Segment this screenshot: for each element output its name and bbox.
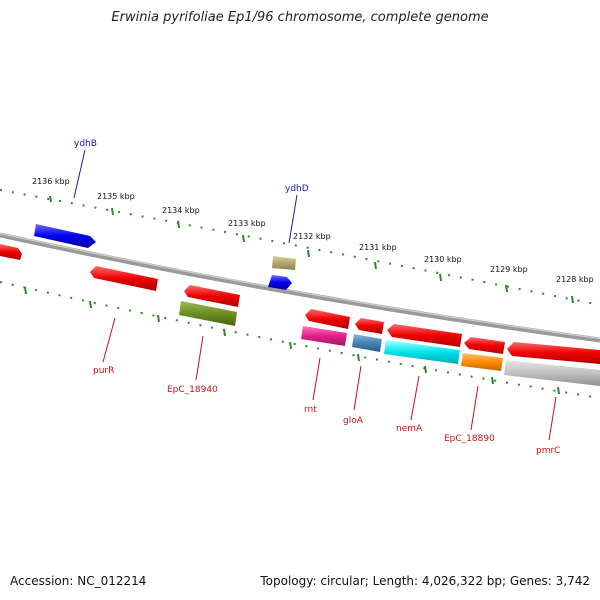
major-tick [111, 207, 114, 216]
gene-nemA[interactable] [384, 340, 460, 364]
label-EpC_18890: EpC_18890 [444, 434, 495, 444]
gene-EpC_18940[interactable] [179, 301, 237, 326]
scale-label: 2134 kbp [162, 206, 200, 215]
major-tick [89, 300, 92, 309]
map-title: Erwinia pyrifoliae Ep1/96 chromosome, co… [111, 10, 489, 25]
gene-ydhD[interactable] [272, 256, 296, 270]
major-tick [557, 386, 560, 395]
leader-nemA [410, 375, 420, 421]
gene-red-mid[interactable] [184, 285, 240, 307]
gene-pmrC[interactable] [504, 360, 600, 386]
major-tick [157, 314, 160, 323]
scale-label: 2128 kbp [556, 275, 594, 284]
leader-ydhB [73, 149, 86, 199]
scale-label: 2131 kbp [359, 243, 397, 252]
gene-gloA[interactable] [352, 334, 382, 352]
bottom-leaders [102, 317, 557, 441]
leader-EpC_18890 [470, 385, 479, 431]
upper-tick-track [0, 189, 600, 306]
major-tick [357, 353, 360, 362]
genome-summary: Topology: circular; Length: 4,026,322 bp… [260, 574, 590, 588]
major-tick [223, 328, 226, 337]
bottom-gene-labels: purR EpC_18940 rnt gloA nemA EpC_18890 p… [93, 366, 560, 456]
forward-genes [34, 224, 296, 270]
major-tick [424, 365, 427, 374]
label-EpC_18940: EpC_18940 [167, 385, 218, 395]
accession-label: Accession: NC_012214 [10, 574, 147, 588]
gene-red-EpC_18890[interactable] [464, 337, 505, 354]
scale-labels: 2136 kbp 2135 kbp 2134 kbp 2133 kbp 2132… [32, 177, 594, 284]
scale-label: 2133 kbp [228, 219, 266, 228]
label-ydhB: ydhB [74, 139, 97, 149]
chromosome-backbone [0, 232, 600, 343]
major-tick [289, 341, 292, 350]
gene-EpC_18890[interactable] [461, 353, 503, 371]
major-tick [505, 284, 508, 293]
major-tick [491, 376, 494, 385]
scale-label: 2136 kbp [32, 177, 70, 186]
leader-EpC_18940 [195, 335, 204, 381]
gene-ydhB[interactable] [34, 224, 96, 248]
leader-rnt [312, 357, 321, 401]
major-tick [374, 261, 377, 270]
label-pmrC: pmrC [536, 446, 560, 456]
gene-red-nemA[interactable] [387, 324, 462, 347]
major-tick [177, 220, 180, 229]
leader-pmrC [548, 396, 557, 441]
scale-label: 2135 kbp [97, 192, 135, 201]
leader-ydhD [288, 194, 298, 244]
label-purR: purR [93, 366, 114, 376]
leader-purR [102, 317, 116, 363]
reverse-genes [0, 244, 600, 386]
scale-label: 2132 kbp [293, 232, 331, 241]
gene-left-edge[interactable] [0, 244, 22, 260]
gene-red-gloA[interactable] [355, 318, 384, 334]
leader-gloA [353, 365, 362, 411]
major-tick [571, 295, 574, 304]
label-nemA: nemA [396, 424, 423, 434]
label-rnt: rnt [304, 405, 317, 415]
scale-label: 2130 kbp [424, 255, 462, 264]
major-tick [49, 195, 52, 203]
label-ydhD: ydhD [285, 184, 309, 194]
top-leaders [73, 149, 298, 244]
major-tick [242, 234, 245, 243]
scale-label: 2129 kbp [490, 265, 528, 274]
major-tick [24, 286, 27, 295]
gene-red-rnt[interactable] [305, 309, 350, 329]
top-gene-labels: ydhB ydhD [74, 139, 309, 194]
gene-red-pmrC[interactable] [507, 342, 600, 364]
gene-small-blue[interactable] [268, 275, 292, 290]
label-gloA: gloA [343, 416, 364, 426]
gene-rnt[interactable] [301, 326, 347, 346]
major-tick [307, 249, 310, 258]
gene-purR[interactable] [90, 266, 158, 291]
lower-tick-track [0, 281, 600, 399]
major-tick [439, 273, 442, 282]
